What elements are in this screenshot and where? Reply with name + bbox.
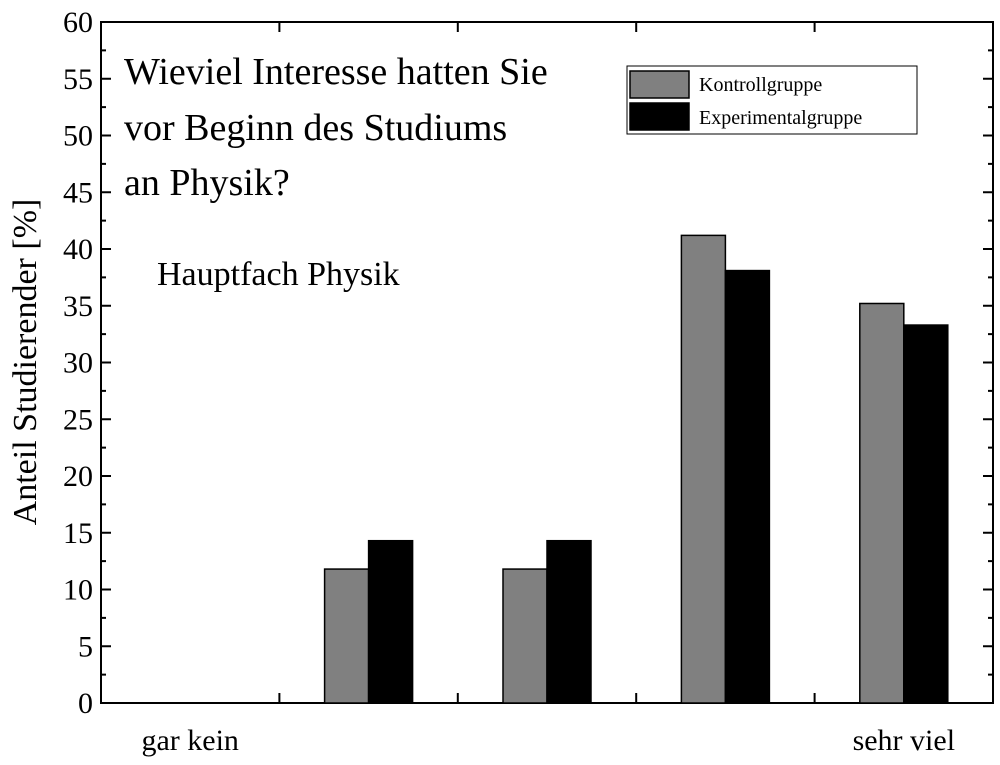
y-tick-label: 25 — [63, 403, 93, 436]
x-category-label: gar kein — [141, 724, 238, 757]
y-tick-label: 60 — [63, 6, 93, 39]
y-axis: 0 5 10 15 20 25 30 35 40 45 50 55 60 — [63, 6, 993, 720]
question-line-1: Wieviel Interesse hatten Sie — [124, 51, 548, 93]
y-axis-title: Anteil Studierender [%] — [7, 199, 44, 526]
bar-experimentalgruppe-2 — [546, 539, 592, 704]
bar-experimentalgruppe-4 — [903, 324, 949, 704]
question-line-2: vor Beginn des Studiums — [124, 107, 507, 149]
bars — [323, 234, 949, 704]
legend-label-kontrollgruppe: Kontrollgruppe — [699, 74, 822, 96]
y-tick-label: 30 — [63, 347, 93, 380]
y-tick-label: 0 — [78, 687, 93, 720]
y-tick-label: 50 — [63, 120, 93, 153]
y-tick-label: 40 — [63, 233, 93, 266]
bar-experimentalgruppe-1 — [367, 539, 414, 704]
y-tick-label: 35 — [63, 290, 93, 323]
question-line-3: an Physik? — [124, 162, 290, 204]
y-tick-label: 15 — [63, 517, 93, 550]
bar-kontrollgruppe-3 — [680, 234, 727, 704]
bar-kontrollgruppe-2 — [502, 568, 548, 704]
bar-kontrollgruppe-1 — [323, 568, 370, 704]
y-tick-label: 5 — [78, 630, 93, 663]
subtitle: Hauptfach Physik — [157, 256, 400, 293]
x-axis: gar kein sehr viel — [141, 22, 955, 757]
bar-kontrollgruppe-4 — [859, 302, 905, 704]
y-tick-label: 45 — [63, 176, 93, 209]
y-tick-label: 55 — [63, 63, 93, 96]
legend-swatch-experimentalgruppe — [629, 102, 690, 131]
y-tick-label: 10 — [63, 574, 93, 607]
legend: Kontrollgruppe Experimentalgruppe — [626, 65, 918, 135]
legend-swatch-kontrollgruppe — [629, 70, 690, 99]
legend-label-experimentalgruppe: Experimentalgruppe — [699, 107, 862, 129]
bar-experimentalgruppe-3 — [724, 269, 771, 704]
x-category-label: sehr viel — [853, 724, 955, 757]
y-tick-label: 20 — [63, 460, 93, 493]
